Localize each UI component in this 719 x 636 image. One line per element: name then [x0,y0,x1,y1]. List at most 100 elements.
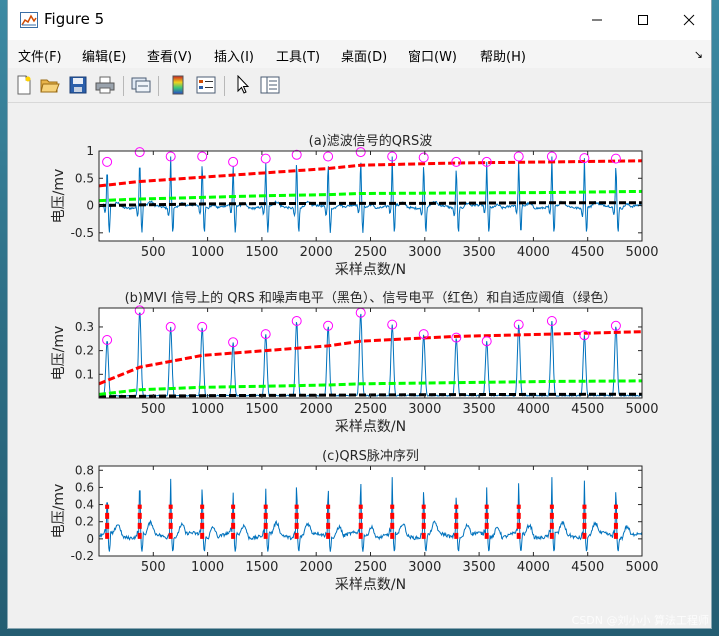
peak-marker [134,147,145,158]
y-tick-label: -0.5 [71,226,94,240]
x-tick-label: 1500 [245,560,278,575]
peak-marker [102,156,113,167]
noise-level-line [99,201,642,207]
link-plot-icon [131,77,151,93]
y-tick-label: 1 [86,144,94,158]
toolbar-separator [123,76,124,96]
x-tick-label: 1500 [245,402,278,417]
plot-area [99,477,642,552]
print-button[interactable] [93,74,117,96]
open-file-button[interactable] [38,74,62,96]
peak-marker [260,329,271,340]
x-tick-label: 1000 [191,245,224,260]
dock-arrow-icon[interactable]: ↘ [693,48,703,61]
colorbar-button[interactable] [166,74,190,96]
peak-marker [323,320,334,331]
y-tick-label: 0.1 [75,367,94,381]
matlab-figure-icon [20,12,38,28]
menu-file[interactable]: 文件(F) [18,50,62,65]
peak-marker [513,319,524,330]
x-tick-label: 3500 [463,402,496,417]
close-icon [683,14,695,26]
peak-marker [291,316,302,326]
peak-marker [418,329,429,340]
window-title: Figure 5 [44,10,105,28]
peak-marker [197,321,208,332]
x-tick-label: 1000 [191,560,224,575]
y-tick-label: 0.2 [75,515,94,529]
menu-view[interactable]: 查看(V) [147,50,193,65]
peak-marker [481,336,492,347]
x-tick-label: 4000 [517,245,550,260]
peak-marker [291,149,302,160]
figure-toolbar [8,68,711,103]
x-tick-label: 1000 [191,402,224,417]
print-icon [95,76,115,94]
peak-marker [513,151,524,162]
y-tick-label: 0.5 [75,171,94,185]
watermark-text: CSDN @刘小小 算法工程师 [571,614,709,627]
y-axis-label: 电压/mv [51,326,67,381]
x-tick-label: 4500 [571,245,604,260]
minimize-button[interactable] [574,6,620,34]
x-tick-label: 500 [141,402,166,417]
y-tick-label: 0.2 [75,344,94,358]
y-tick-label: -0.2 [71,549,94,563]
figure-plots: 500 1000 1500 2000 2500 3000 3500 4000 4500 5000-… [51,133,659,593]
peak-marker [610,153,621,164]
x-tick-label: 3000 [408,402,441,417]
x-tick-label: 5000 [625,402,658,417]
axes-background [99,466,642,556]
new-figure-button[interactable] [12,74,36,96]
x-tick-label: 4500 [571,560,604,575]
x-tick-label: 5000 [625,560,658,575]
menu-tools[interactable]: 工具(T) [276,50,321,65]
peak-marker [197,151,208,162]
y-tick-label: 0.3 [75,320,94,334]
legend-button[interactable] [194,74,218,96]
x-axis-label: 采样点数/N [335,419,406,435]
x-tick-label: 2000 [300,560,333,575]
threshold-line [99,189,642,203]
toolbar-separator [158,76,159,96]
menu-insert[interactable]: 插入(I) [214,50,254,65]
peak-marker [228,156,239,167]
x-tick-label: 500 [141,560,166,575]
peak-marker [451,156,462,167]
x-tick-label: 5000 [625,245,658,260]
minimize-icon [592,19,602,21]
maximize-button[interactable] [620,6,666,34]
colorbar-icon [172,75,184,95]
figure-window: Figure 5 文件(F) 编辑(E) 查看(V) 插入(I) 工具(T) 桌… [8,0,711,628]
menu-desktop[interactable]: 桌面(D) [341,50,388,65]
close-button[interactable] [666,6,712,34]
menu-edit[interactable]: 编辑(E) [82,50,127,65]
peak-marker [134,305,145,316]
menu-help[interactable]: 帮助(H) [480,50,526,65]
threshold-line [99,379,642,396]
peak-marker [102,335,113,345]
y-tick-label: 0.4 [75,498,94,512]
peak-marker [451,332,462,343]
x-tick-label: 4500 [571,402,604,417]
x-axis-label: 采样点数/N [335,577,406,593]
x-tick-label: 3000 [408,560,441,575]
new-figure-icon [17,75,31,95]
peak-marker [610,320,621,331]
x-tick-label: 1500 [245,245,278,260]
peak-marker [323,151,334,162]
pointer-button[interactable] [231,74,255,96]
y-tick-label: 0 [86,532,94,546]
property-inspector-button[interactable] [258,74,282,96]
peak-marker [387,319,398,330]
legend-icon [196,76,216,94]
save-button[interactable] [66,74,90,96]
x-tick-label: 500 [141,245,166,260]
menu-window[interactable]: 窗口(W) [408,50,457,65]
x-tick-label: 3500 [463,245,496,260]
peak-marker [165,321,176,332]
peak-marker [579,153,590,164]
menu-bar: 文件(F) 编辑(E) 查看(V) 插入(I) 工具(T) 桌面(D) 窗口(W… [8,40,711,68]
pointer-icon [237,75,250,94]
link-plot-button[interactable] [129,74,153,96]
